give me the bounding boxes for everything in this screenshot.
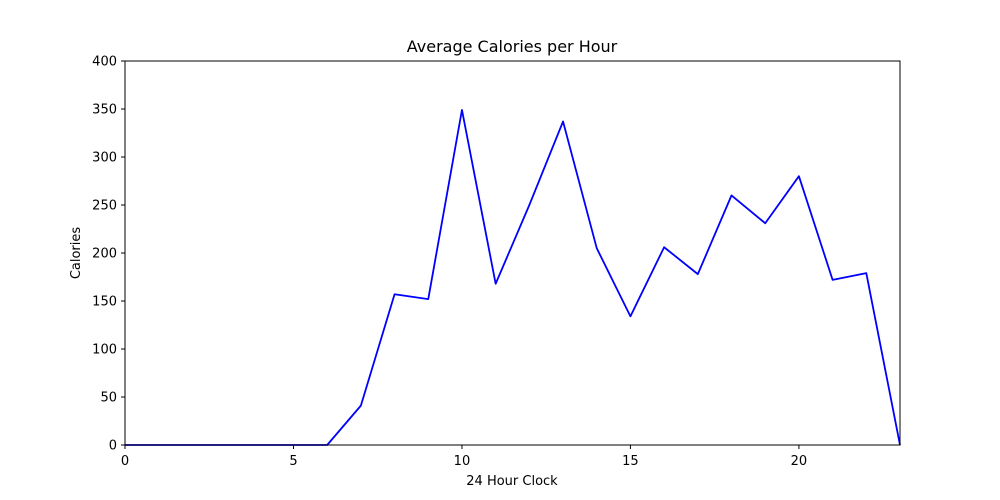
y-tick-label: 350: [92, 103, 117, 118]
chart-title: Average Calories per Hour: [407, 37, 618, 56]
y-axis-ticks: 0 50 100 150 200 250 300 350 400: [92, 55, 125, 454]
x-tick-label: 15: [622, 454, 639, 469]
y-tick-label: 150: [92, 295, 117, 310]
y-tick-label: 300: [92, 151, 117, 166]
x-axis-label: 24 Hour Clock: [466, 474, 558, 489]
y-tick-label: 250: [92, 199, 117, 214]
x-tick-label: 10: [454, 454, 471, 469]
y-axis-label: Calories: [69, 227, 84, 280]
x-tick-label: 0: [121, 454, 129, 469]
y-tick-label: 0: [109, 439, 117, 454]
x-tick-label: 5: [289, 454, 297, 469]
y-tick-label: 100: [92, 343, 117, 358]
x-axis-ticks: 0 5 10 15 20: [121, 445, 807, 469]
y-tick-label: 50: [100, 391, 117, 406]
y-tick-label: 200: [92, 247, 117, 262]
x-tick-label: 20: [791, 454, 808, 469]
y-tick-label: 400: [92, 55, 117, 70]
